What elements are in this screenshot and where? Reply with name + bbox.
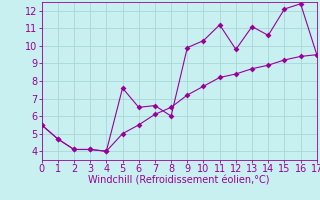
X-axis label: Windchill (Refroidissement éolien,°C): Windchill (Refroidissement éolien,°C) [88,176,270,186]
